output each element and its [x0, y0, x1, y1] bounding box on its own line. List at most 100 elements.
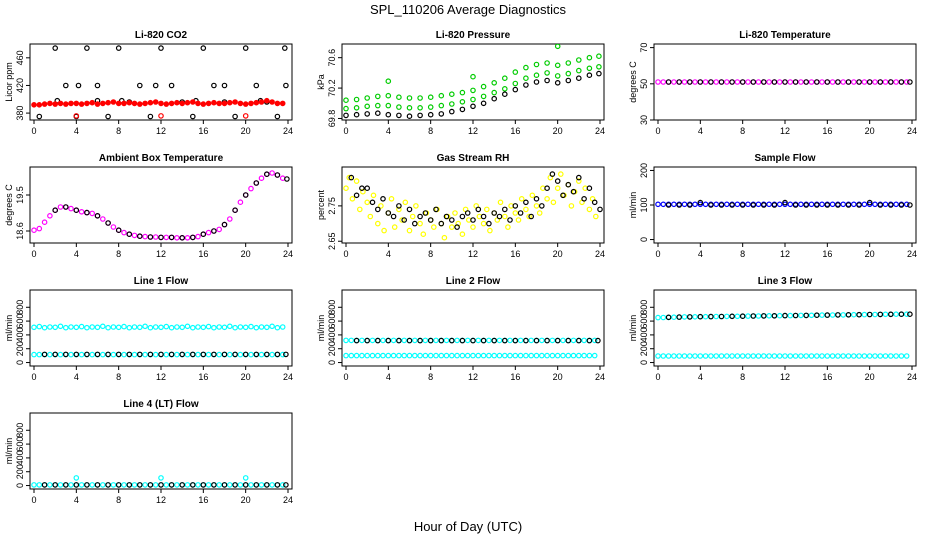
data-point — [866, 353, 873, 359]
y-tick-label: 600 — [327, 314, 337, 329]
data-point — [887, 79, 894, 85]
data-point — [232, 99, 238, 105]
data-point — [158, 45, 164, 51]
data-point — [501, 352, 508, 359]
x-tick-label: 24 — [907, 372, 917, 382]
data-point — [708, 353, 714, 359]
data-point — [131, 232, 138, 239]
figure-title: SPL_110206 Average Diagnostics — [370, 2, 567, 17]
x-tick-label: 16 — [822, 372, 832, 382]
data-point — [755, 201, 762, 208]
data-point — [258, 482, 265, 488]
data-point — [31, 324, 37, 331]
y-axis-label: ml/min — [628, 192, 638, 219]
data-point — [739, 313, 746, 320]
data-point — [681, 201, 688, 208]
data-point — [205, 482, 212, 488]
data-point — [211, 82, 217, 89]
y-tick-label: 70.2 — [327, 79, 337, 97]
data-point — [882, 353, 889, 359]
data-point — [227, 482, 233, 488]
data-point — [417, 213, 423, 220]
data-point — [718, 353, 725, 359]
data-point — [660, 314, 667, 321]
data-point — [131, 324, 138, 330]
x-tick-label: 8 — [740, 249, 745, 259]
data-point — [105, 113, 111, 120]
data-point — [356, 206, 363, 213]
data-point — [907, 311, 913, 318]
panel-title: Sample Flow — [754, 153, 815, 164]
y-tick-label: 600 — [15, 437, 25, 452]
y-tick-label: 460 — [15, 50, 25, 65]
data-point — [840, 79, 847, 85]
data-point — [422, 337, 429, 344]
data-point — [94, 482, 101, 488]
data-point — [591, 352, 598, 359]
data-point — [438, 102, 445, 109]
x-tick-label: 24 — [595, 249, 605, 259]
data-point — [115, 482, 122, 488]
data-point — [591, 337, 598, 344]
data-point — [697, 353, 704, 359]
data-point — [438, 111, 445, 117]
data-point — [538, 352, 545, 359]
data-point — [660, 353, 667, 359]
data-point — [723, 201, 730, 208]
data-point — [549, 337, 556, 344]
data-point — [676, 79, 683, 85]
data-point — [660, 201, 667, 208]
data-point — [729, 79, 735, 85]
y-tick-label: 19.5 — [15, 186, 25, 204]
data-point — [396, 337, 402, 344]
data-point — [73, 351, 80, 358]
x-tick-label: 8 — [740, 372, 745, 382]
data-point — [152, 234, 159, 240]
data-point — [538, 337, 545, 344]
data-point — [686, 79, 693, 85]
y-tick-label: 0 — [639, 360, 649, 365]
data-point — [279, 482, 286, 488]
data-point — [443, 352, 450, 359]
data-point — [195, 351, 201, 358]
data-point — [364, 352, 371, 359]
data-point — [554, 178, 561, 184]
data-point — [190, 482, 196, 488]
data-point — [845, 79, 852, 85]
data-point — [391, 224, 398, 230]
data-point — [887, 311, 894, 318]
data-point — [470, 337, 476, 344]
data-point — [877, 353, 884, 359]
y-tick-label: 800 — [15, 300, 25, 315]
data-point — [406, 113, 413, 120]
y-axis-label: ml/min — [4, 315, 14, 342]
data-point — [586, 54, 593, 61]
data-point — [523, 199, 529, 206]
data-point — [41, 219, 48, 226]
data-point — [137, 101, 143, 107]
data-point — [359, 337, 365, 344]
data-point — [893, 353, 899, 359]
data-point — [798, 79, 804, 85]
data-point — [697, 79, 704, 85]
data-point — [595, 337, 601, 344]
data-point — [47, 213, 53, 219]
data-point — [671, 201, 677, 208]
panel-title: Li-820 Temperature — [739, 30, 831, 41]
data-point — [211, 324, 217, 331]
data-point — [84, 209, 90, 216]
data-point — [174, 235, 180, 241]
data-point — [248, 100, 254, 107]
data-point — [105, 482, 111, 488]
data-point — [782, 199, 788, 206]
panel-9: Line 4 (LT) Flow 0 4 8 12 16 20 24 0 200400600800… — [4, 399, 293, 505]
data-point — [63, 351, 69, 358]
data-point — [464, 352, 471, 359]
x-tick-label: 24 — [907, 249, 917, 259]
data-point — [787, 79, 794, 85]
data-point — [692, 79, 698, 85]
data-point — [760, 353, 767, 359]
data-point — [512, 80, 519, 87]
data-point — [792, 202, 799, 208]
